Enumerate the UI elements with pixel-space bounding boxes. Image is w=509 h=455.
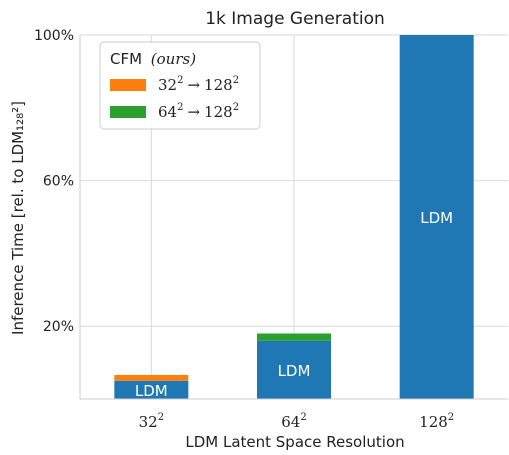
bar-64-128- bbox=[257, 333, 331, 341]
bar-ldm bbox=[399, 35, 474, 399]
bar-label: LDM bbox=[420, 209, 453, 227]
bar-label: LDM bbox=[135, 382, 168, 400]
x-tick-label: 642 bbox=[281, 412, 306, 431]
chart-title: 1k Image Generation bbox=[205, 9, 385, 29]
legend-swatch bbox=[110, 79, 146, 91]
legend-title-suffix: (ours) bbox=[151, 50, 196, 68]
y-tick-label: 20% bbox=[43, 319, 74, 335]
x-tick-label: 322 bbox=[139, 412, 164, 431]
bar-ldm bbox=[257, 340, 331, 399]
y-axis-label: Inference Time [rel. to LDM₁₂₈²] bbox=[9, 101, 27, 335]
y-tick-label: 100% bbox=[34, 28, 74, 44]
legend-swatch bbox=[110, 106, 146, 118]
legend-entry-label: 642 → 1282 bbox=[158, 102, 239, 121]
bar-label: LDM bbox=[278, 362, 311, 380]
bars-layer: LDM LDM LDM bbox=[114, 35, 474, 400]
legend-title: CFM (ours) bbox=[110, 50, 196, 68]
y-tick-label: 60% bbox=[43, 174, 74, 190]
x-axis-label: LDM Latent Space Resolution bbox=[185, 433, 404, 451]
legend-entries: 322 → 1282 642 → 1282 bbox=[110, 75, 239, 121]
bar-ldm bbox=[114, 380, 189, 399]
bar-32-128- bbox=[114, 374, 189, 381]
legend-title-prefix: CFM bbox=[110, 50, 142, 68]
legend-entry-label: 322 → 1282 bbox=[158, 75, 239, 94]
x-tick-label: 1282 bbox=[419, 412, 454, 431]
axes-layer: 20% 60% 100% 322 642 1282 bbox=[34, 28, 508, 431]
legend: CFM (ours) 322 → 1282 642 → 1282 bbox=[99, 41, 261, 130]
